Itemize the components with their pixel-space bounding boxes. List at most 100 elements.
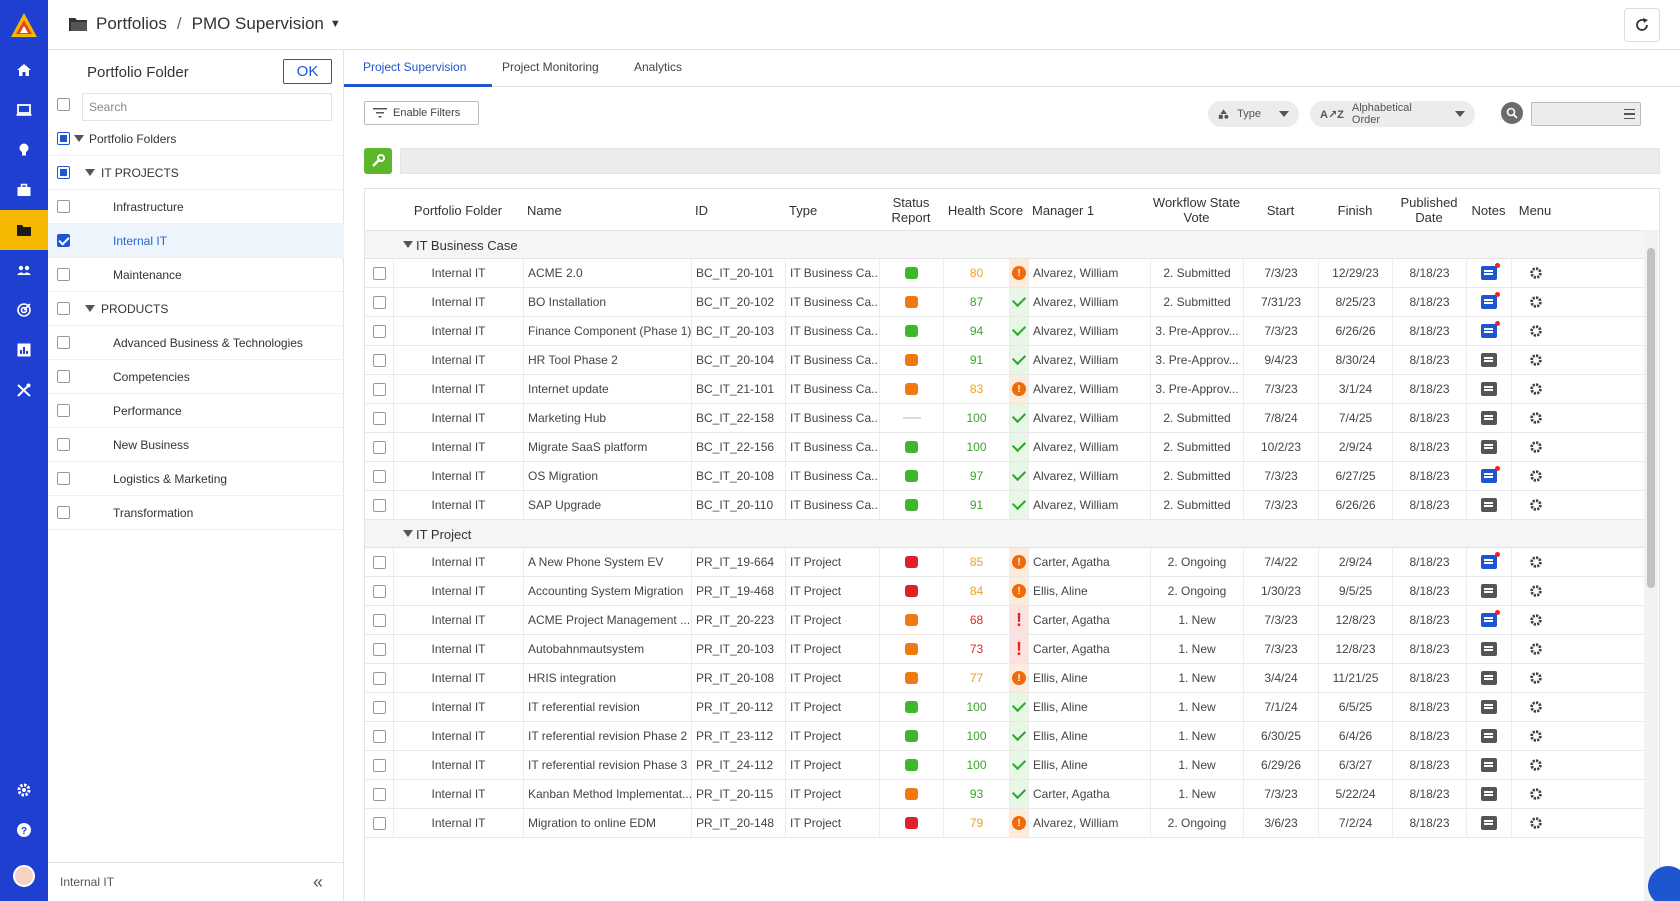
expand-caret-icon[interactable] [403,530,413,537]
note-icon[interactable] [1481,642,1497,656]
tree-item-checkbox[interactable] [57,132,70,145]
row-checkbox[interactable] [373,701,386,714]
col-health-score[interactable]: Health Score [947,202,1024,218]
briefcase-icon[interactable] [0,170,48,210]
tree-item[interactable]: PRODUCTS [48,292,344,326]
cell-name[interactable]: Migration to online EDM [523,809,691,837]
cell-name[interactable]: Marketing Hub [523,404,691,432]
table-row[interactable]: Internal IT OS Migration BC_IT_20-108 IT Bu… [365,462,1645,491]
row-checkbox[interactable] [373,412,386,425]
cell-notes[interactable] [1466,288,1511,316]
tree-item-checkbox[interactable] [57,302,70,315]
cell-name[interactable]: BO Installation [523,288,691,316]
cell-status-report[interactable] [879,404,943,432]
col-type[interactable]: Type [789,202,818,218]
cell-notes[interactable] [1466,664,1511,692]
menu-icon[interactable] [1624,109,1635,119]
cell-menu[interactable] [1511,288,1559,316]
table-row[interactable]: Internal IT Autobahnmautsystem PR_IT_20-10… [365,635,1645,664]
row-checkbox[interactable] [373,672,386,685]
table-row[interactable]: Internal IT BO Installation BC_IT_20-102 IT… [365,288,1645,317]
avatar[interactable] [13,865,35,887]
col-id[interactable]: ID [695,202,708,218]
ok-button[interactable]: OK [283,59,332,84]
row-checkbox[interactable] [373,499,386,512]
cell-notes[interactable] [1466,491,1511,519]
tree-item[interactable]: Transformation [48,496,344,530]
cell-status-report[interactable] [879,606,943,634]
cell-status-report[interactable] [879,693,943,721]
row-checkbox[interactable] [373,470,386,483]
table-row[interactable]: Internal IT Finance Component (Phase 1) BC… [365,317,1645,346]
cell-notes[interactable] [1466,462,1511,490]
cell-notes[interactable] [1466,433,1511,461]
cell-notes[interactable] [1466,693,1511,721]
cell-menu[interactable] [1511,433,1559,461]
col-menu[interactable]: Menu [1518,202,1552,218]
note-icon[interactable] [1481,382,1497,396]
note-icon[interactable] [1481,816,1497,830]
note-icon[interactable] [1481,353,1497,367]
row-checkbox[interactable] [373,817,386,830]
tools-icon[interactable] [0,370,48,410]
group-row[interactable]: IT Business Case [365,231,1645,259]
gear-icon[interactable] [0,770,48,810]
wrench-icon[interactable] [364,148,392,174]
gear-icon[interactable] [1529,700,1543,714]
row-checkbox[interactable] [373,643,386,656]
cell-menu[interactable] [1511,259,1559,287]
row-checkbox[interactable] [373,730,386,743]
gear-icon[interactable] [1529,382,1543,396]
cell-status-report[interactable] [879,288,943,316]
tree-item[interactable]: IT PROJECTS [48,156,344,190]
type-dropdown[interactable]: Type [1208,101,1299,127]
gear-icon[interactable] [1529,324,1543,338]
cell-status-report[interactable] [879,491,943,519]
tree-item-checkbox[interactable] [57,506,70,519]
table-row[interactable]: Internal IT ACME 2.0 BC_IT_20-101 IT Busine… [365,259,1645,288]
note-icon[interactable] [1481,758,1497,772]
tab-analytics[interactable]: Analytics [634,60,683,74]
table-row[interactable]: Internal IT IT referential revision PR_IT_… [365,693,1645,722]
tree-item[interactable]: Infrastructure [48,190,344,224]
cell-notes[interactable] [1466,317,1511,345]
vertical-scrollbar[interactable] [1644,230,1658,901]
cell-status-report[interactable] [879,635,943,663]
note-icon[interactable] [1481,787,1497,801]
gear-icon[interactable] [1529,816,1543,830]
gear-icon[interactable] [1529,613,1543,627]
tree-item[interactable]: Competencies [48,360,344,394]
tree-item[interactable]: New Business [48,428,344,462]
note-icon[interactable] [1481,498,1497,512]
note-icon[interactable] [1481,466,1500,483]
note-icon[interactable] [1481,729,1497,743]
table-row[interactable]: Internal IT SAP Upgrade BC_IT_20-110 IT Bus… [365,491,1645,520]
cell-status-report[interactable] [879,809,943,837]
cell-notes[interactable] [1466,346,1511,374]
cell-menu[interactable] [1511,664,1559,692]
cell-name[interactable]: HR Tool Phase 2 [523,346,691,374]
cell-menu[interactable] [1511,346,1559,374]
cell-status-report[interactable] [879,780,943,808]
gear-icon[interactable] [1529,758,1543,772]
gear-icon[interactable] [1529,266,1543,280]
people-icon[interactable] [0,250,48,290]
cell-status-report[interactable] [879,317,943,345]
tree-item-checkbox[interactable] [57,166,70,179]
col-workflow-state-vote[interactable]: Workflow State Vote [1152,195,1241,225]
tree-item-checkbox[interactable] [57,438,70,451]
tab-project-monitoring[interactable]: Project Monitoring [502,60,599,74]
expand-caret-icon[interactable] [403,241,413,248]
help-icon[interactable]: ? [0,810,48,850]
cell-notes[interactable] [1466,375,1511,403]
row-checkbox[interactable] [373,556,386,569]
cell-menu[interactable] [1511,404,1559,432]
gear-icon[interactable] [1529,787,1543,801]
cell-notes[interactable] [1466,577,1511,605]
cell-notes[interactable] [1466,606,1511,634]
gear-icon[interactable] [1529,729,1543,743]
cell-name[interactable]: IT referential revision [523,693,691,721]
row-checkbox[interactable] [373,383,386,396]
note-icon[interactable] [1481,321,1500,338]
gear-icon[interactable] [1529,671,1543,685]
